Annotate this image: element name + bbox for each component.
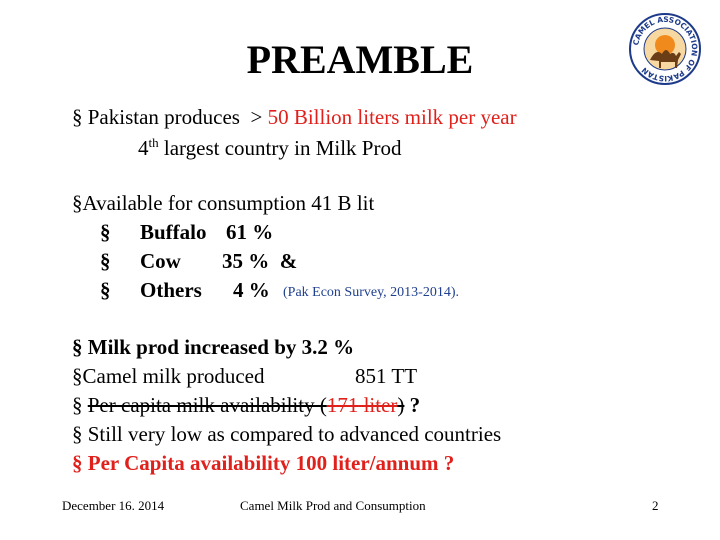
logo: CAMEL ASSOCIATION OF PAKISTAN	[629, 13, 701, 85]
text: Others	[140, 278, 202, 302]
logo-sun	[655, 35, 675, 55]
line: § Pakistan produces > 50 Billion liters …	[72, 107, 517, 128]
text: Pakistan produces >	[87, 105, 268, 129]
text: Available for consumption 41 B lit	[82, 191, 375, 215]
bullet: §	[100, 220, 111, 244]
text: 4 %	[233, 278, 270, 302]
logo-camel	[650, 50, 681, 68]
text: Still very low as compared to advanced c…	[87, 422, 502, 446]
bullet: §	[72, 105, 83, 129]
text: largest country in Milk Prod	[158, 136, 402, 160]
text: Buffalo	[140, 220, 207, 244]
footer-topic: Camel Milk Prod and Consumption	[240, 498, 426, 513]
bullet: §	[100, 249, 111, 273]
text: ?	[404, 393, 421, 417]
text: 851 TT	[355, 364, 418, 388]
line: 4th largest country in Milk Prod	[138, 136, 401, 159]
line: § Per Capita availability 100 liter/annu…	[72, 453, 454, 474]
bullet: §	[72, 191, 83, 215]
footer-date: December 16. 2014	[62, 498, 165, 513]
bullet: §	[72, 335, 83, 359]
text: 4	[138, 136, 149, 160]
text: Per Capita availability 100 liter/annum …	[87, 451, 455, 475]
line: §Camel milk produced	[72, 366, 264, 387]
line: § Still very low as compared to advanced…	[72, 424, 501, 445]
struck-highlight: 171 liter	[326, 393, 398, 417]
footer-page: 2	[652, 498, 659, 513]
bullet: §	[72, 451, 83, 475]
text-highlight: 50 Billion liters milk per year	[267, 105, 517, 129]
struck-text: )	[397, 393, 405, 417]
text: Camel milk produced	[82, 364, 265, 388]
line: § Milk prod increased by 3.2 %	[72, 337, 354, 358]
title: PREAMBLE	[246, 37, 474, 82]
text: Milk prod increased by 3.2 %	[87, 335, 355, 359]
line: §Available for consumption 41 B lit	[72, 193, 374, 214]
struck-text: Per capita milk availability (	[87, 393, 327, 417]
line: § Per capita milk availability (171 lite…	[72, 395, 420, 416]
bullet: §	[72, 422, 83, 446]
text: 61 %	[226, 220, 274, 244]
bullet: §	[72, 393, 83, 417]
citation: (Pak Econ Survey, 2013-2014).	[283, 285, 460, 300]
bullet: §	[72, 364, 83, 388]
bullet: §	[100, 278, 111, 302]
text: Cow	[140, 249, 181, 273]
text: 35 % &	[222, 249, 298, 273]
superscript: th	[148, 135, 159, 150]
